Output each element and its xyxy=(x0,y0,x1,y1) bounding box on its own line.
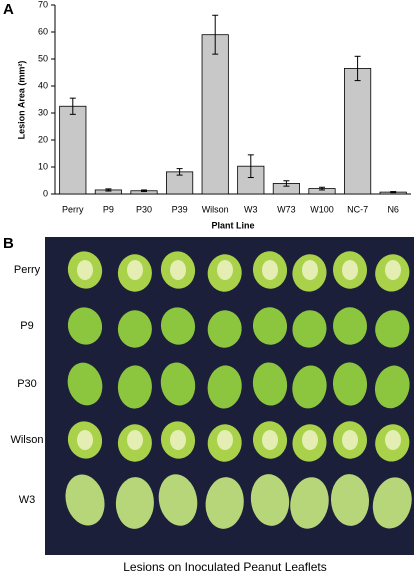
caption: Lesions on Inoculated Peanut Leaflets xyxy=(123,560,326,574)
x-tick-label: Perry xyxy=(62,204,84,214)
leaf xyxy=(160,362,196,406)
bar xyxy=(59,105,87,195)
lesion xyxy=(170,260,186,280)
y-tick-label: 50 xyxy=(38,53,48,63)
x-tick-label: W100 xyxy=(310,204,334,214)
x-tick-label: N6 xyxy=(387,204,399,214)
lesion xyxy=(217,260,233,280)
x-tick-label: W3 xyxy=(244,204,258,214)
lesion xyxy=(342,430,358,450)
lesion xyxy=(385,430,401,450)
x-tick-label: Wilson xyxy=(202,204,229,214)
x-tick-label: P39 xyxy=(172,204,188,214)
error-bar xyxy=(354,55,361,82)
x-axis-title: Plant Line xyxy=(211,220,254,230)
leaf xyxy=(207,310,242,348)
leaf xyxy=(374,365,410,409)
lesion xyxy=(77,260,93,280)
bar xyxy=(344,68,372,195)
lesion xyxy=(385,260,401,280)
leaf xyxy=(115,477,154,529)
lesion xyxy=(302,430,318,450)
row-label: Perry xyxy=(14,264,41,276)
error-bar xyxy=(141,189,147,193)
lesion xyxy=(217,430,233,450)
leaf xyxy=(117,365,152,409)
bar xyxy=(201,34,229,195)
y-tick-label: 10 xyxy=(38,161,48,171)
leaf xyxy=(290,477,329,529)
x-tick-label: NC-7 xyxy=(347,204,368,214)
row-label: Wilson xyxy=(10,434,43,446)
lesion xyxy=(127,430,143,450)
error-bar xyxy=(69,97,76,115)
leaf xyxy=(252,307,288,345)
leaf xyxy=(292,310,327,348)
leaf xyxy=(160,307,196,345)
leaf xyxy=(292,365,327,409)
error-bar xyxy=(105,188,112,192)
row-label: W3 xyxy=(19,494,36,506)
leaf xyxy=(332,307,368,345)
leaf xyxy=(332,362,368,406)
lesion xyxy=(77,430,93,450)
leaf xyxy=(330,474,370,526)
y-tick-label: 40 xyxy=(38,80,48,90)
row-label: P9 xyxy=(20,320,33,332)
leaf xyxy=(375,310,410,348)
panel-label: B xyxy=(3,235,14,252)
lesion xyxy=(127,260,143,280)
error-bar xyxy=(319,186,325,191)
row-label: P30 xyxy=(17,378,37,390)
lesion xyxy=(262,430,278,450)
x-tick-label: W73 xyxy=(277,204,296,214)
lesion xyxy=(262,260,278,280)
lesion xyxy=(342,260,358,280)
y-tick-label: 20 xyxy=(38,134,48,144)
panel-label: A xyxy=(3,1,14,18)
error-bar xyxy=(176,168,183,176)
y-axis-title: Lesion Area (mm²) xyxy=(16,61,26,140)
x-tick-label: P30 xyxy=(136,204,152,214)
y-tick-label: 0 xyxy=(43,188,48,198)
x-tick-label: P9 xyxy=(103,204,114,214)
leaf xyxy=(205,477,244,529)
error-bar xyxy=(247,154,254,179)
leaf xyxy=(372,477,412,529)
leaf xyxy=(117,310,152,348)
y-tick-label: 30 xyxy=(38,107,48,117)
lesion xyxy=(170,430,186,450)
error-bar xyxy=(212,14,219,55)
error-bar xyxy=(283,180,290,187)
y-tick-label: 60 xyxy=(38,26,48,36)
leaf xyxy=(158,474,198,526)
lesion xyxy=(302,260,318,280)
leaves xyxy=(65,251,412,529)
error-bar xyxy=(390,191,397,194)
leaf xyxy=(250,474,290,526)
leaf xyxy=(67,362,103,406)
leaf xyxy=(67,307,103,345)
y-tick-label: 70 xyxy=(38,0,48,9)
leaf xyxy=(65,474,105,526)
leaf xyxy=(252,362,288,406)
leaf xyxy=(207,365,242,409)
